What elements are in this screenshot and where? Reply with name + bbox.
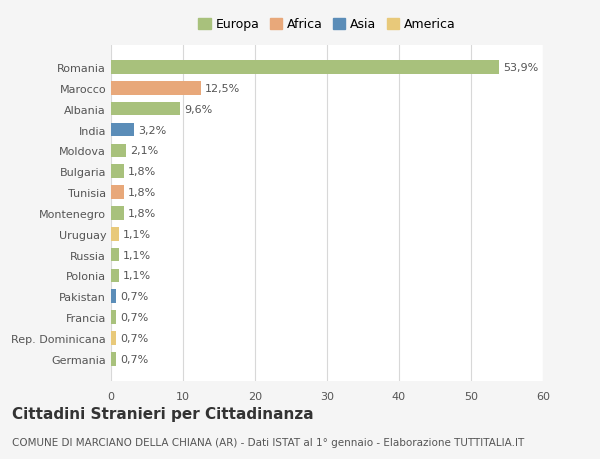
Text: 12,5%: 12,5% xyxy=(205,84,241,94)
Text: 2,1%: 2,1% xyxy=(130,146,158,156)
Text: 0,7%: 0,7% xyxy=(121,313,149,322)
Text: 1,8%: 1,8% xyxy=(128,167,157,177)
Text: 1,1%: 1,1% xyxy=(123,271,151,281)
Bar xyxy=(111,61,499,75)
Legend: Europa, Africa, Asia, America: Europa, Africa, Asia, America xyxy=(193,13,461,36)
Text: 1,8%: 1,8% xyxy=(128,188,157,198)
Bar xyxy=(111,103,180,116)
Bar xyxy=(111,186,124,199)
Text: 9,6%: 9,6% xyxy=(184,105,212,114)
Bar xyxy=(111,82,201,95)
Text: 53,9%: 53,9% xyxy=(503,63,539,73)
Bar xyxy=(111,331,116,345)
Text: 1,1%: 1,1% xyxy=(123,250,151,260)
Bar xyxy=(111,352,116,366)
Bar xyxy=(111,123,134,137)
Text: 1,1%: 1,1% xyxy=(123,229,151,239)
Text: 0,7%: 0,7% xyxy=(121,291,149,302)
Bar xyxy=(111,207,124,220)
Text: 0,7%: 0,7% xyxy=(121,333,149,343)
Bar xyxy=(111,165,124,179)
Text: COMUNE DI MARCIANO DELLA CHIANA (AR) - Dati ISTAT al 1° gennaio - Elaborazione T: COMUNE DI MARCIANO DELLA CHIANA (AR) - D… xyxy=(12,437,524,447)
Bar xyxy=(111,248,119,262)
Bar xyxy=(111,269,119,283)
Bar xyxy=(111,311,116,324)
Text: 0,7%: 0,7% xyxy=(121,354,149,364)
Text: 1,8%: 1,8% xyxy=(128,208,157,218)
Text: 3,2%: 3,2% xyxy=(139,125,167,135)
Text: Cittadini Stranieri per Cittadinanza: Cittadini Stranieri per Cittadinanza xyxy=(12,406,314,421)
Bar xyxy=(111,144,126,158)
Bar xyxy=(111,290,116,303)
Bar xyxy=(111,228,119,241)
